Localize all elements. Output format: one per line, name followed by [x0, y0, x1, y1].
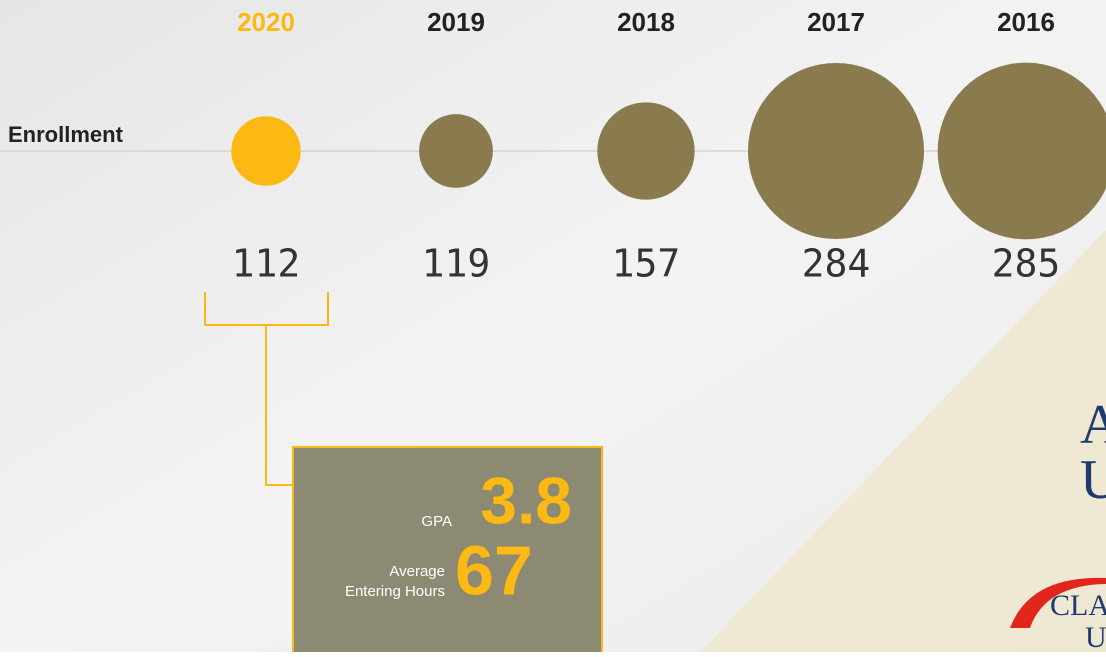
enrollment-bubble	[597, 102, 695, 200]
logo-text: A	[1080, 394, 1106, 456]
row-label: Enrollment	[8, 122, 124, 147]
year-label: 2019	[427, 7, 485, 37]
enrollment-value: 285	[992, 242, 1061, 286]
enrollment-bubble	[747, 62, 925, 240]
year-label: 2018	[617, 7, 675, 37]
enrollment-value: 157	[612, 242, 681, 286]
enrollment-value: 284	[802, 242, 871, 286]
enrollment-value: 119	[422, 242, 491, 286]
background-triangle	[700, 230, 1106, 652]
enrollment-bubble	[937, 62, 1106, 240]
enrollment-value: 112	[232, 242, 301, 286]
logo-text: U	[1085, 621, 1106, 652]
year-label: 2016	[997, 7, 1055, 37]
logo-text: U	[1080, 449, 1106, 511]
enrollment-bubble	[231, 116, 301, 186]
gpa-value: 3.8	[480, 463, 572, 537]
bracket	[204, 292, 329, 486]
detail-box	[292, 446, 603, 657]
hours-label: Average	[389, 563, 445, 580]
year-label: 2017	[807, 7, 865, 37]
gpa-label: GPA	[421, 513, 452, 530]
logo-swoosh	[1010, 577, 1106, 628]
hours-value: 67	[455, 531, 533, 609]
enrollment-bubble	[419, 114, 493, 188]
hours-label: Entering Hours	[345, 583, 445, 600]
logo-text: CLAY	[1050, 589, 1106, 622]
year-label: 2020	[237, 7, 295, 37]
